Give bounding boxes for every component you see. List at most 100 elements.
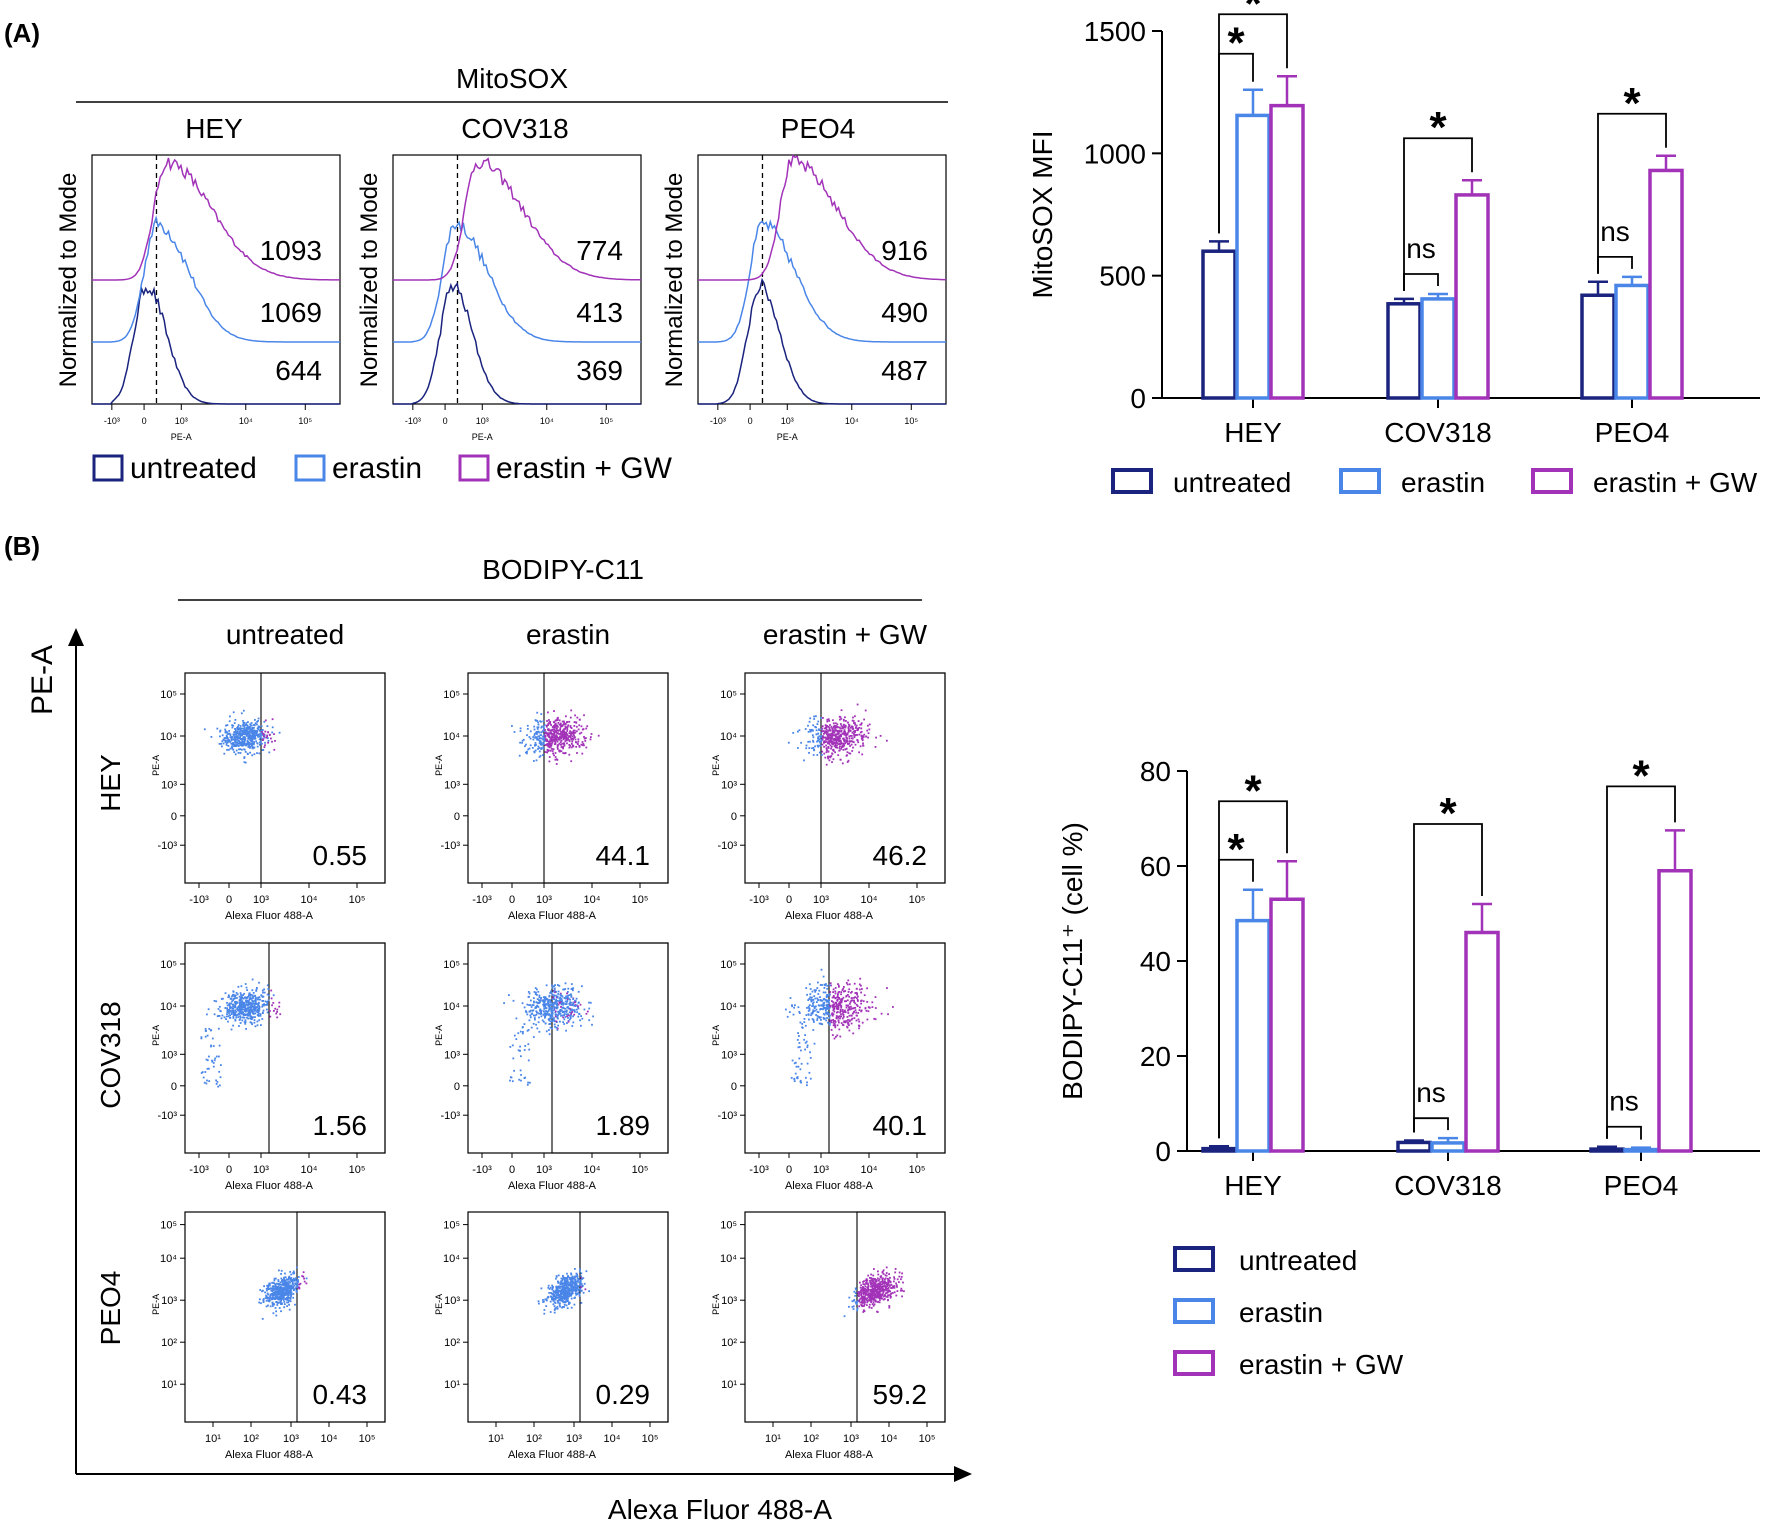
dot-plot-y-tick-label: 10³ <box>721 1049 737 1061</box>
dot <box>296 1285 298 1288</box>
legend-swatch-untreated <box>1173 1246 1215 1272</box>
dot <box>245 1028 247 1030</box>
dot <box>870 1294 873 1296</box>
dot <box>877 1270 879 1273</box>
dot <box>254 998 257 1000</box>
dot <box>831 1034 834 1036</box>
dot <box>220 1064 222 1066</box>
dot-plot-x-tick-label: 0 <box>786 894 792 906</box>
dot <box>888 1306 891 1309</box>
dot <box>262 995 265 998</box>
dot <box>515 1038 518 1040</box>
dot <box>204 1035 207 1038</box>
dot <box>228 730 230 732</box>
dot <box>811 996 813 999</box>
dot <box>249 736 252 739</box>
big-y-axis-arrow <box>68 628 84 646</box>
dot <box>840 733 842 736</box>
dot <box>853 982 856 985</box>
dot <box>880 1280 883 1283</box>
dot <box>817 745 820 748</box>
dot <box>267 999 270 1002</box>
dot <box>266 1011 269 1014</box>
histogram-mfi-value: 487 <box>881 355 928 386</box>
dot <box>826 749 828 752</box>
dot <box>578 732 581 735</box>
dot <box>279 1013 282 1016</box>
dot <box>840 1000 843 1003</box>
dot <box>811 1011 814 1014</box>
dot <box>235 739 237 741</box>
dot <box>815 729 818 732</box>
dot <box>266 1008 268 1011</box>
dot <box>568 720 571 723</box>
dot <box>237 736 240 739</box>
dot <box>564 1010 567 1013</box>
dot <box>544 1022 547 1025</box>
bar-erastin-peo4 <box>1614 283 1650 400</box>
dot <box>283 1303 286 1305</box>
dot <box>898 1271 901 1274</box>
dot <box>561 742 564 745</box>
dot <box>860 730 863 733</box>
dot <box>553 987 556 990</box>
dot <box>854 996 857 998</box>
dot <box>563 720 565 723</box>
dot <box>517 1032 520 1035</box>
dot <box>554 1002 557 1005</box>
dot <box>552 738 555 741</box>
dot <box>257 733 259 736</box>
dot <box>806 993 808 996</box>
dot <box>891 1292 894 1294</box>
dot <box>255 1003 258 1005</box>
dot <box>886 987 888 989</box>
dot-plot-gate <box>579 1211 669 1423</box>
dot <box>858 1024 860 1027</box>
dot <box>813 1042 816 1045</box>
dot <box>887 1279 890 1282</box>
significance-label: ns <box>1600 216 1630 247</box>
dot-plot-y-tick-label: 10⁴ <box>160 1253 177 1265</box>
dot-plot-gate-percent: 1.89 <box>596 1110 651 1141</box>
dot <box>292 1293 295 1295</box>
dot <box>838 998 841 1000</box>
dot <box>572 1286 574 1288</box>
dot <box>576 752 578 754</box>
dot <box>228 720 231 723</box>
dot <box>875 1300 877 1303</box>
dot <box>842 990 845 993</box>
dot <box>879 1299 881 1301</box>
dot <box>858 1020 861 1023</box>
dot <box>825 1019 828 1022</box>
dot-plot-y-axis-label: PE-A <box>151 1294 161 1315</box>
dot <box>250 1022 253 1024</box>
dot <box>862 736 865 738</box>
histogram-mfi-value: 916 <box>881 235 928 266</box>
dot <box>218 743 221 745</box>
dot <box>860 1294 862 1296</box>
dot <box>850 1005 852 1008</box>
dot <box>278 1291 281 1293</box>
dot-plot-x-tick-label: 10³ <box>253 894 269 906</box>
x-tick-label: COV318 <box>1394 1170 1501 1201</box>
dot <box>865 1292 868 1294</box>
dot <box>221 745 223 748</box>
dot <box>827 750 830 753</box>
dot <box>573 1009 576 1011</box>
dot <box>512 1057 515 1060</box>
dot <box>546 1010 549 1013</box>
dot-plot-y-tick-label: 10³ <box>161 1295 177 1307</box>
dot <box>266 993 269 996</box>
dot <box>533 750 536 753</box>
dot <box>832 1020 835 1023</box>
dot <box>864 1279 867 1282</box>
dot <box>213 1059 216 1062</box>
dot <box>246 730 249 733</box>
dot <box>543 1312 546 1315</box>
dot <box>563 728 565 731</box>
dot <box>555 1020 558 1023</box>
dot <box>836 1011 839 1013</box>
dot <box>555 1295 557 1298</box>
dot <box>572 1288 575 1291</box>
dot <box>845 1020 847 1023</box>
